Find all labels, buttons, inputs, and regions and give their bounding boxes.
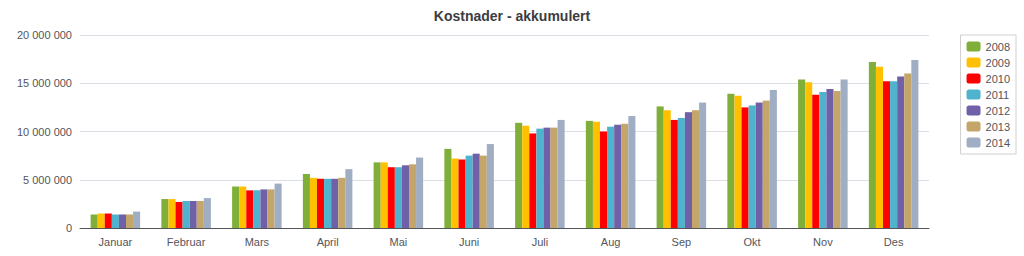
svg-text:2011: 2011 (986, 89, 1010, 101)
svg-text:Aug: Aug (601, 236, 621, 248)
svg-text:Des: Des (884, 236, 904, 248)
svg-text:2008: 2008 (986, 41, 1010, 53)
svg-text:Januar: Januar (99, 236, 133, 248)
svg-text:April: April (317, 236, 339, 248)
svg-text:2014: 2014 (986, 137, 1010, 149)
svg-text:2009: 2009 (986, 57, 1010, 69)
svg-text:Nov: Nov (813, 236, 833, 248)
svg-text:2012: 2012 (986, 105, 1010, 117)
svg-text:Sep: Sep (672, 236, 692, 248)
svg-text:2013: 2013 (986, 121, 1010, 133)
svg-text:Mai: Mai (390, 236, 408, 248)
svg-text:10 000 000: 10 000 000 (17, 126, 72, 138)
svg-text:2010: 2010 (986, 73, 1010, 85)
svg-text:Juli: Juli (532, 236, 549, 248)
svg-text:Okt: Okt (744, 236, 761, 248)
svg-text:Mars: Mars (245, 236, 270, 248)
svg-text:20 000 000: 20 000 000 (17, 29, 72, 41)
svg-text:Juni: Juni (459, 236, 479, 248)
svg-text:0: 0 (66, 222, 72, 234)
svg-text:Februar: Februar (167, 236, 206, 248)
svg-text:5 000 000: 5 000 000 (23, 174, 72, 186)
svg-text:15 000 000: 15 000 000 (17, 77, 72, 89)
svg-text:Kostnader - akkumulert: Kostnader - akkumulert (434, 8, 591, 24)
